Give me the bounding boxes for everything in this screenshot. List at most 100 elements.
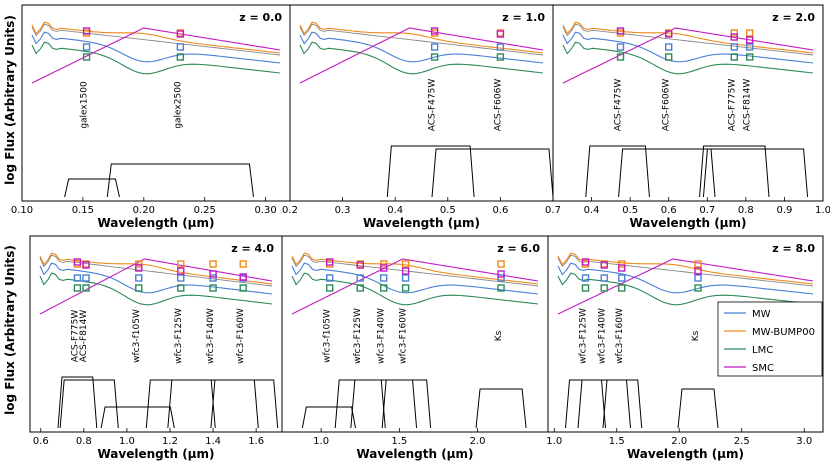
filter-curve: [64, 178, 120, 198]
photometry-marker: [694, 267, 702, 275]
x-tick-label: 0.10: [11, 205, 33, 216]
filter-label: ACS-F775W: [70, 310, 80, 363]
photometry-marker: [380, 284, 388, 292]
photometry-marker: [497, 260, 505, 268]
x-tick-label: 0.3: [335, 205, 351, 216]
photometry-marker: [581, 284, 590, 292]
x-axis-label: Wavelength (μm): [97, 216, 214, 230]
filter-label: ACS-F606W: [493, 79, 503, 132]
panel-frame: [547, 235, 824, 433]
photometry-marker: [82, 27, 91, 35]
photometry-marker: [730, 43, 738, 51]
sed-curve-mw-bump00: [31, 21, 281, 54]
panel-z0: z = 0.0 0.10 0.15 0.20 0.25 0.30 Wavelength (μ…: [11, 4, 291, 230]
sed-curve-reference: [562, 23, 814, 56]
photometry-marker: [401, 260, 410, 268]
photometry-marker: [496, 43, 505, 51]
sed-curve-mw-bump00: [299, 21, 544, 54]
filter-curve: [167, 379, 259, 429]
filter-curve: [210, 379, 279, 429]
x-tick-label: 1.0: [313, 436, 329, 447]
x-tick-label: 1.2: [162, 436, 178, 447]
photometry-marker: [694, 260, 702, 268]
x-tick-label: 0.6: [492, 205, 508, 216]
photometry-marker: [730, 53, 738, 61]
sed-curve-mw: [291, 262, 539, 295]
filter-label: wfc3-F160W: [399, 308, 409, 364]
filter-curve: [677, 388, 719, 429]
photometry-marker: [746, 36, 754, 44]
filter-label: wfc3-F160W: [615, 308, 625, 364]
filter-label: wfc3-f105W: [323, 309, 333, 363]
filter-label: wfc3-F140W: [206, 308, 216, 364]
panel-z4: z = 4.0 0.6 0.8 1.0 1.2 1.4 1.6 Wavelength (μm)…: [29, 235, 283, 461]
photometry-marker: [616, 53, 625, 61]
filter-label: wfc3-F125W: [579, 308, 589, 364]
panel-title: z = 2.0: [772, 11, 815, 24]
x-tick-label: 1.0: [119, 436, 135, 447]
photometry-marker: [380, 274, 388, 282]
photometry-marker: [401, 274, 410, 282]
filter-label: ACS-F475W: [428, 79, 438, 132]
sed-curve-smc: [562, 27, 814, 84]
photometry-marker: [380, 260, 388, 268]
x-tick-label: 1.5: [391, 436, 407, 447]
photometry-marker: [665, 53, 673, 61]
photometry-marker: [176, 30, 185, 38]
sed-curve-lmc: [291, 272, 539, 306]
sed-curve-lmc: [299, 41, 544, 75]
sed-curve-smc: [31, 27, 281, 84]
photometry-marker: [82, 53, 91, 61]
photometry-marker: [82, 284, 90, 292]
filter-curve: [57, 376, 98, 429]
photometry-marker: [135, 284, 143, 292]
sed-curve-mw-bump00: [291, 252, 539, 285]
photometry-marker: [746, 29, 754, 37]
photometry-marker: [616, 27, 625, 35]
photometry-marker: [496, 53, 505, 61]
photometry-marker: [135, 260, 143, 268]
photometry-marker: [356, 274, 364, 282]
x-tick-label: 0.9: [776, 205, 792, 216]
photometry-marker: [401, 267, 410, 275]
filter-curve: [106, 163, 254, 198]
filter-label: wfc3-F125W: [353, 308, 363, 364]
photometry-marker: [730, 33, 738, 41]
panel-title: z = 4.0: [231, 242, 274, 255]
sed-curve-reference: [39, 254, 273, 287]
legend-label-smc: SMC: [752, 363, 774, 374]
filter-curve: [565, 379, 606, 429]
photometry-marker: [209, 260, 217, 268]
photometry-marker: [618, 264, 626, 272]
photometry-marker: [618, 284, 626, 292]
photometry-marker: [135, 274, 143, 282]
x-tick-label: 0.4: [387, 205, 403, 216]
filter-curve: [602, 379, 643, 429]
photometry-marker: [581, 258, 590, 266]
sed-curve-reference: [31, 23, 281, 56]
photometry-marker: [618, 260, 626, 268]
filter-label: galex2500: [173, 81, 183, 129]
x-tick-label: 2.5: [734, 436, 750, 447]
filter-curve: [334, 379, 386, 429]
filter-curve: [145, 379, 216, 429]
photometry-marker: [239, 273, 247, 281]
sed-curve-mw-bump00: [557, 252, 814, 285]
photometry-marker: [177, 284, 185, 292]
photometry-marker: [665, 43, 673, 51]
filter-label: ACS-F814W: [79, 310, 89, 363]
x-tick-label: 2.0: [671, 436, 687, 447]
photometry-marker: [600, 274, 608, 282]
sed-curve-lmc: [31, 41, 281, 75]
photometry-marker: [380, 264, 388, 272]
filter-curve: [431, 148, 554, 198]
panel-z1: z = 1.0 0.2 0.3 0.4 0.5 0.6 0.7 Wavelength (μm)…: [282, 4, 561, 230]
x-tick-label: 0.7: [699, 205, 715, 216]
photometry-marker: [326, 258, 334, 266]
x-tick-label: 0.20: [133, 205, 155, 216]
sed-curve-lmc: [562, 41, 814, 75]
filter-label: Ks: [691, 330, 701, 341]
filter-label: wfc3-F140W: [597, 308, 607, 364]
photometry-marker: [356, 284, 364, 292]
